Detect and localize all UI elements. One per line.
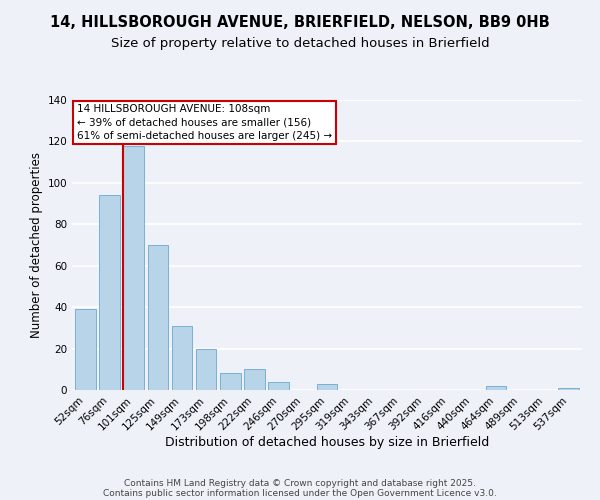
Text: 14 HILLSBOROUGH AVENUE: 108sqm
← 39% of detached houses are smaller (156)
61% of: 14 HILLSBOROUGH AVENUE: 108sqm ← 39% of … bbox=[77, 104, 332, 141]
Bar bbox=[99, 196, 120, 390]
Bar bbox=[317, 384, 337, 390]
Bar bbox=[75, 309, 95, 390]
Bar bbox=[559, 388, 579, 390]
Bar bbox=[220, 374, 241, 390]
Text: Size of property relative to detached houses in Brierfield: Size of property relative to detached ho… bbox=[110, 38, 490, 51]
Bar bbox=[244, 370, 265, 390]
X-axis label: Distribution of detached houses by size in Brierfield: Distribution of detached houses by size … bbox=[165, 436, 489, 449]
Bar bbox=[124, 146, 144, 390]
Bar bbox=[172, 326, 192, 390]
Y-axis label: Number of detached properties: Number of detached properties bbox=[30, 152, 43, 338]
Bar bbox=[196, 348, 217, 390]
Text: Contains public sector information licensed under the Open Government Licence v3: Contains public sector information licen… bbox=[103, 488, 497, 498]
Text: 14, HILLSBOROUGH AVENUE, BRIERFIELD, NELSON, BB9 0HB: 14, HILLSBOROUGH AVENUE, BRIERFIELD, NEL… bbox=[50, 15, 550, 30]
Bar bbox=[148, 245, 168, 390]
Text: Contains HM Land Registry data © Crown copyright and database right 2025.: Contains HM Land Registry data © Crown c… bbox=[124, 478, 476, 488]
Bar bbox=[486, 386, 506, 390]
Bar bbox=[268, 382, 289, 390]
